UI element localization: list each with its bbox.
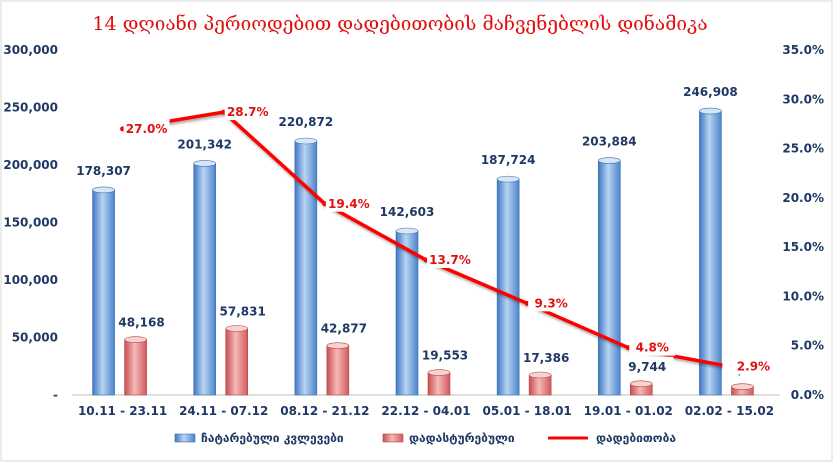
- bar-confirmed-cap: [427, 369, 451, 376]
- data-label-confirmed-bg: [520, 348, 573, 367]
- data-label-positivity-bg: [325, 193, 372, 212]
- y-left-tick-label: 300,000: [3, 43, 58, 57]
- bar-tests-cap: [193, 160, 217, 167]
- bar-confirmed: [326, 345, 350, 396]
- data-label-tests: 201,342: [177, 137, 232, 151]
- data-label-positivity: 13.7%: [429, 253, 471, 267]
- y-right-tick-label: 25.0%: [782, 142, 824, 156]
- data-label-tests: 142,603: [380, 205, 435, 219]
- bar-tests: [699, 110, 722, 396]
- data-label-confirmed-bg: [621, 356, 674, 375]
- data-label-positivity: 27.0%: [126, 122, 168, 136]
- bar-confirmed-cap: [124, 336, 147, 343]
- data-label-positivity-bg: [730, 356, 777, 375]
- data-label-confirmed: 48,168: [118, 316, 164, 330]
- bar-tests: [193, 163, 217, 396]
- data-label-positivity-bg: [629, 337, 676, 356]
- bar-confirmed-cap: [528, 371, 552, 379]
- data-label-positivity: 9.3%: [535, 296, 568, 310]
- data-label-tests-bg: [478, 150, 539, 169]
- y-left-tick-label: 100,000: [3, 273, 58, 287]
- legend-swatch-tests: [174, 433, 196, 443]
- bar-tests-cap: [92, 186, 115, 194]
- x-tick-label: 08.12 - 21.12: [280, 404, 369, 418]
- bar-confirmed: [124, 339, 147, 396]
- data-label-confirmed-bg: [115, 312, 168, 331]
- x-tick-label: 22.12 - 04.01: [381, 404, 470, 418]
- y-right-tick-label: 10.0%: [782, 289, 824, 303]
- legend-label-positivity: დადებითობა: [596, 431, 676, 445]
- bar-tests: [597, 160, 621, 396]
- bar-tests-cap: [699, 107, 722, 115]
- data-label-positivity-bg: [123, 118, 170, 137]
- data-label-positivity: 19.4%: [328, 197, 370, 211]
- data-label-tests: 246,908: [683, 85, 738, 99]
- bar-tests-cap: [597, 157, 621, 164]
- y-right-tick-label: 5.0%: [791, 339, 824, 353]
- y-left-tick-label: 200,000: [3, 158, 58, 172]
- y-right-tick-label: 35.0%: [782, 43, 824, 57]
- bar-tests-cap: [395, 227, 419, 235]
- data-label-tests: 203,884: [582, 135, 637, 149]
- y-right-tick-label: 30.0%: [782, 92, 824, 106]
- y-left-tick-label: 50,000: [12, 331, 58, 345]
- legend-label-confirmed: დადასტურებული: [409, 431, 515, 445]
- legend-swatch-confirmed: [382, 433, 404, 443]
- data-label-confirmed-bg: [419, 345, 471, 364]
- data-label-confirmed-bg: [317, 318, 370, 337]
- bar-tests-cap: [294, 137, 318, 145]
- y-left-tick-label: 250,000: [3, 101, 58, 115]
- chart-title: 14 დღიანი პერიოდებით დადებითობის მაჩვენე…: [92, 13, 707, 35]
- data-label-positivity: 4.8%: [636, 341, 669, 355]
- y-left-tick-label: 150,000: [3, 216, 58, 230]
- data-label-tests: 220,872: [279, 115, 334, 129]
- y-left-tick-label: -: [53, 388, 58, 402]
- data-label-tests-bg: [73, 160, 134, 179]
- bar-confirmed-cap: [326, 342, 350, 349]
- data-label-tests-bg: [579, 131, 640, 150]
- y-right-tick-label: 20.0%: [782, 191, 824, 205]
- y-right-tick-label: 15.0%: [782, 240, 824, 254]
- data-label-positivity-bg: [528, 293, 575, 312]
- data-label-tests-bg: [275, 111, 336, 130]
- data-label-tests: 178,307: [76, 164, 131, 178]
- bar-tests: [92, 189, 115, 396]
- data-label-confirmed: 57,831: [220, 304, 266, 318]
- data-label-confirmed: 9,744: [628, 360, 666, 374]
- x-tick-label: 10.11 - 23.11: [78, 404, 167, 418]
- data-label-confirmed: 19,553: [422, 349, 468, 363]
- bar-confirmed-cap: [629, 380, 653, 388]
- bar-confirmed: [427, 372, 451, 396]
- x-tick-label: 24.11 - 07.12: [179, 404, 268, 418]
- data-label-tests-bg: [377, 202, 437, 221]
- data-label-tests-bg: [174, 134, 235, 153]
- x-tick-label: 02.02 - 15.02: [685, 404, 774, 418]
- data-label-tests: 187,724: [481, 153, 536, 167]
- bar-confirmed-cap: [731, 383, 754, 390]
- data-label-tests-bg: [680, 82, 741, 101]
- y-right-tick-label: 0.0%: [791, 388, 824, 402]
- data-label-confirmed: 42,877: [321, 322, 367, 336]
- bar-tests: [496, 178, 520, 396]
- bar-tests-cap: [496, 175, 520, 183]
- data-label-positivity-bg: [224, 102, 271, 121]
- data-label-confirmed: 17,386: [523, 351, 569, 365]
- data-label-positivity: 28.7%: [227, 105, 269, 119]
- bar-confirmed: [225, 328, 249, 396]
- data-label-confirmed-bg: [216, 301, 269, 320]
- x-tick-label: 19.01 - 01.02: [584, 404, 673, 418]
- data-label-positivity: 2.9%: [737, 359, 770, 373]
- bar-confirmed-cap: [225, 325, 249, 332]
- x-tick-label: 05.01 - 18.01: [483, 404, 572, 418]
- legend-label-tests: ჩატარებული კვლევები: [201, 431, 344, 445]
- data-label-positivity-bg: [427, 249, 473, 268]
